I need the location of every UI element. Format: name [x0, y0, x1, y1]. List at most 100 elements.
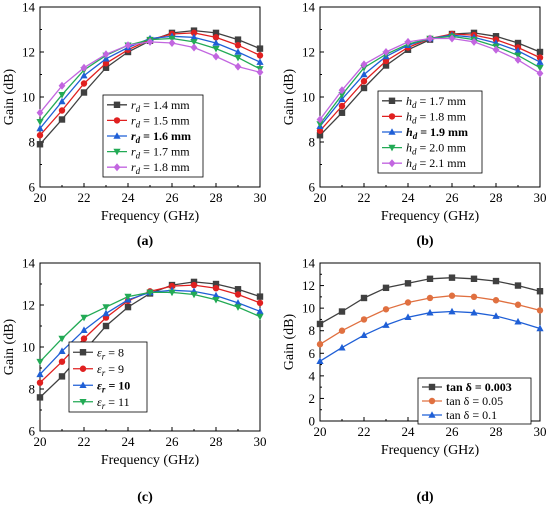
data-point — [470, 293, 478, 301]
data-point — [256, 45, 264, 52]
data-point — [492, 297, 500, 304]
legend-symbol: r — [131, 98, 136, 112]
data-point — [36, 124, 44, 132]
data-point — [212, 45, 220, 53]
data-point — [536, 64, 544, 72]
series-2 — [316, 292, 544, 348]
legend-subscript: d — [412, 115, 417, 125]
data-point — [514, 55, 522, 64]
legend-entry: rd = 1.8 mm — [131, 160, 190, 176]
legend-value: = 9 — [105, 362, 124, 376]
legend-value: = 1.6 mm — [140, 129, 191, 143]
data-point — [360, 70, 368, 78]
data-point — [80, 63, 88, 72]
x-tick-label: 30 — [254, 190, 267, 205]
data-point — [536, 54, 544, 61]
legend-marker — [79, 365, 87, 372]
data-point — [338, 308, 346, 315]
legend-subscript: d — [136, 119, 141, 129]
y-axis-label: Gain (dB) — [282, 313, 297, 370]
data-point — [470, 275, 478, 282]
data-point — [448, 292, 456, 299]
x-tick-label: 20 — [34, 434, 47, 449]
data-point — [58, 97, 66, 105]
legend-symbol: ε — [97, 362, 102, 376]
legend-subscript: d — [136, 151, 141, 161]
data-point — [536, 307, 544, 314]
legend-subscript: r — [102, 401, 106, 411]
data-point — [102, 60, 110, 67]
data-point — [102, 322, 110, 330]
legend-entry: εr = 8 — [97, 345, 124, 361]
data-point — [256, 68, 264, 77]
data-point — [256, 52, 264, 59]
data-point — [58, 373, 66, 380]
data-point — [256, 293, 264, 300]
data-point — [190, 281, 198, 289]
data-point — [492, 33, 500, 40]
legend-value: = 1.8 mm — [140, 160, 190, 174]
data-point — [360, 294, 368, 302]
data-point — [234, 62, 242, 71]
y-tick-label: 0 — [309, 414, 316, 429]
y-tick-label: 12 — [302, 45, 315, 60]
panel-caption: (a) — [137, 234, 154, 249]
data-point — [536, 58, 544, 65]
data-point — [514, 282, 522, 289]
data-point — [124, 293, 132, 301]
data-point — [58, 81, 66, 90]
data-point — [146, 37, 154, 46]
data-point — [234, 299, 242, 306]
series-5 — [316, 34, 544, 124]
x-tick-label: 20 — [314, 424, 327, 439]
data-point — [338, 95, 346, 103]
x-tick-label: 24 — [402, 190, 416, 205]
y-tick-label: 6 — [309, 346, 316, 361]
data-point — [190, 33, 198, 41]
legend-marker — [388, 159, 396, 168]
data-point — [36, 394, 44, 401]
y-tick-label: 4 — [309, 368, 316, 383]
data-point — [36, 108, 44, 117]
legend-marker — [428, 411, 436, 418]
data-point — [470, 308, 478, 316]
legend-marker — [113, 132, 121, 139]
data-point — [404, 37, 412, 46]
data-point — [58, 335, 66, 343]
data-point — [212, 280, 220, 288]
legend-marker — [113, 117, 121, 124]
legend-marker — [388, 144, 396, 152]
y-tick-label: 14 — [302, 256, 316, 271]
y-tick-label: 8 — [309, 135, 316, 150]
data-point — [212, 39, 220, 46]
data-point — [382, 284, 390, 292]
data-point — [234, 42, 242, 49]
data-point — [426, 308, 434, 316]
legend-marker — [79, 381, 87, 389]
data-point — [80, 326, 88, 333]
x-tick-label: 26 — [446, 190, 460, 205]
data-point — [256, 313, 264, 321]
x-tick-label: 22 — [358, 190, 371, 205]
legend-marker — [428, 397, 436, 405]
legend-marker — [79, 349, 87, 356]
legend-entry: εr = 11 — [97, 395, 130, 411]
legend-symbol: r — [131, 145, 136, 159]
data-point — [470, 37, 478, 46]
data-point — [212, 291, 220, 299]
legend-marker — [113, 101, 121, 108]
x-tick-label: 28 — [490, 424, 503, 439]
x-tick-label: 22 — [358, 424, 371, 439]
panel-caption: (c) — [137, 490, 153, 505]
x-tick-label: 28 — [210, 190, 223, 205]
series-line — [319, 310, 541, 362]
y-tick-label: 10 — [22, 90, 35, 105]
legend-subscript: d — [412, 147, 417, 157]
legend-value: = 1.5 mm — [140, 113, 190, 127]
data-point — [382, 321, 390, 328]
x-tick-label: 24 — [122, 434, 136, 449]
y-tick-label: 6 — [29, 180, 36, 195]
